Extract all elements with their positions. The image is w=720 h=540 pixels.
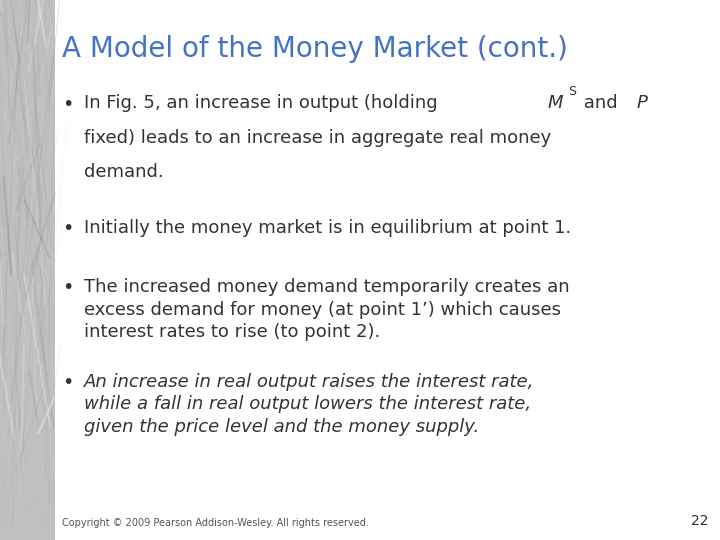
Text: •: • (62, 219, 73, 238)
Text: •: • (62, 278, 73, 297)
Text: A Model of the Money Market (cont.): A Model of the Money Market (cont.) (62, 35, 568, 63)
Text: P: P (636, 94, 647, 112)
Text: fixed) leads to an increase in aggregate real money: fixed) leads to an increase in aggregate… (84, 129, 552, 146)
Text: Initially the money market is in equilibrium at point 1.: Initially the money market is in equilib… (84, 219, 571, 237)
Text: demand.: demand. (84, 163, 163, 180)
Text: An increase in real output raises the interest rate,
while a fall in real output: An increase in real output raises the in… (84, 373, 534, 436)
Text: The increased money demand temporarily creates an
excess demand for money (at po: The increased money demand temporarily c… (84, 278, 570, 341)
Bar (0, 0, 55, 540)
Text: •: • (62, 373, 73, 392)
Text: and: and (578, 94, 624, 112)
Text: •: • (62, 94, 73, 113)
Text: In Fig. 5, an increase in output (holding: In Fig. 5, an increase in output (holdin… (84, 94, 444, 112)
Text: 22: 22 (690, 514, 708, 528)
Text: M: M (548, 94, 563, 112)
Text: S: S (567, 85, 576, 98)
Text: Copyright © 2009 Pearson Addison-Wesley. All rights reserved.: Copyright © 2009 Pearson Addison-Wesley.… (62, 518, 369, 528)
